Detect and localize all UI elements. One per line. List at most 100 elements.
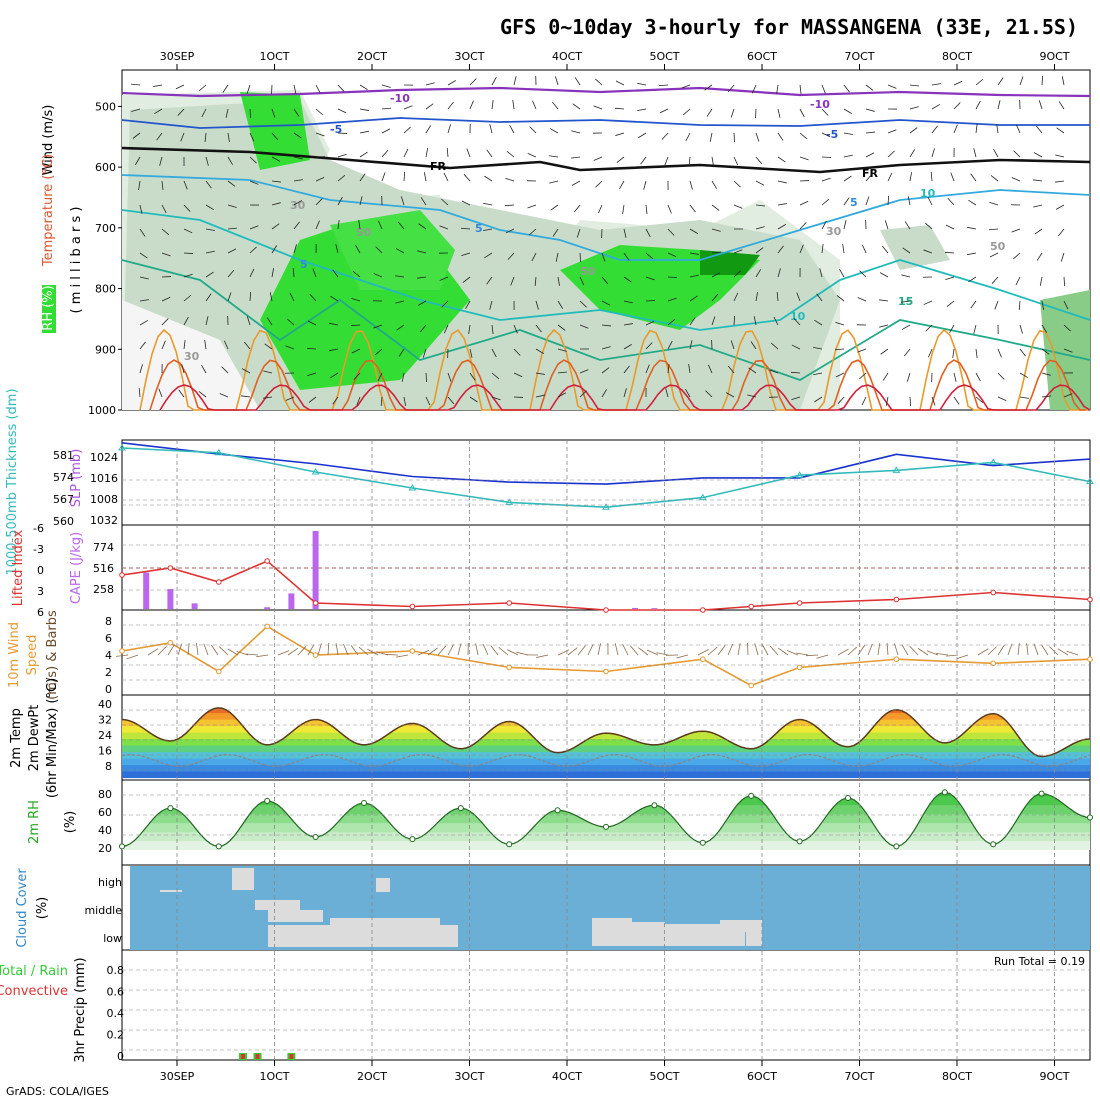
wind-barb [381, 172, 386, 182]
wind-barb [733, 315, 735, 326]
rh-band [122, 832, 1090, 842]
wind-barb [623, 365, 630, 374]
wind-barb [469, 396, 478, 403]
wind-speed-series-marker [119, 648, 125, 654]
wind-barb [753, 316, 757, 326]
wind-barb [550, 204, 559, 211]
wind-barb [367, 648, 379, 656]
slp-series [121, 442, 1091, 485]
pressure-tick: 500 [95, 100, 116, 113]
wind-barb [337, 174, 346, 182]
wind-barb [861, 396, 867, 406]
wind-barb [249, 291, 252, 302]
cloud-block [630, 922, 665, 946]
wind-barb [857, 297, 867, 302]
rh-bands [122, 792, 1090, 850]
wind-barb [359, 173, 366, 182]
thickness-series-marker [1086, 477, 1094, 485]
rh-area [880, 225, 950, 270]
wind-barb [931, 125, 938, 134]
wind-barb [909, 84, 919, 87]
lifted-index-series-marker [748, 603, 755, 610]
cape-bar [191, 603, 198, 609]
wind-barb [884, 220, 889, 230]
temp-tick: 40 [98, 698, 112, 711]
wind-barb [246, 316, 251, 326]
wind-barb [881, 245, 889, 254]
wind-tick: 0 [105, 683, 112, 696]
wind-barb [667, 252, 677, 258]
wind-barb [335, 244, 339, 254]
cape-bar [651, 608, 658, 609]
wind-barb [711, 156, 714, 166]
wind-barb [931, 83, 941, 86]
wind-barb [587, 644, 594, 656]
cloud-block [376, 878, 390, 892]
wind-barb [645, 228, 651, 238]
wind-barb [315, 132, 325, 137]
wind-barb [227, 648, 239, 656]
wind-barb [777, 203, 787, 206]
wind-barb [1056, 127, 1065, 134]
wind-barb [682, 108, 691, 116]
wind-barb [707, 364, 713, 374]
wind-barb [536, 654, 549, 658]
wind-barb [1061, 76, 1065, 86]
wind-barb [887, 172, 893, 182]
wind-barb [457, 643, 462, 656]
wind-barb [630, 645, 639, 656]
wind-barb [205, 271, 214, 278]
wind-barb [403, 171, 406, 182]
contour-label: -10 [390, 92, 410, 105]
wind-barb [909, 149, 916, 158]
rh-marker [1038, 790, 1045, 797]
wind-barb [332, 396, 339, 405]
wind-barb [859, 372, 867, 380]
rh-marker [457, 805, 464, 812]
wind-barb [658, 84, 669, 87]
wind-barb [837, 648, 849, 656]
wind-barb [420, 197, 427, 206]
wind-barb [777, 132, 784, 141]
wind-barb [359, 151, 368, 158]
wind-barb [147, 648, 159, 656]
wind-barb [271, 245, 278, 254]
wind-barb [139, 320, 148, 326]
temp-band [122, 771, 1090, 779]
wind-barb [315, 220, 320, 230]
wind-barb [1041, 644, 1049, 656]
wind-barb [616, 156, 625, 163]
date-label-top: 6OCT [747, 50, 777, 63]
wind-barb [821, 84, 826, 94]
cloud-level-label: low [103, 932, 122, 945]
lifted-index-cape-panel: -6 -3 0 3 6 774 516 258 [33, 522, 1093, 619]
rh-marker [119, 843, 125, 850]
wind-barb [271, 268, 275, 278]
ylabel-wind-a: 10m Wind [7, 622, 22, 688]
wind-barb [557, 348, 567, 352]
wind-barb [555, 252, 559, 262]
wind-barb [769, 369, 779, 374]
cape-bar [312, 531, 319, 609]
wind-barb [989, 202, 999, 206]
thickness-series-marker [989, 458, 998, 465]
wind-barb [730, 340, 735, 350]
wind-barb [131, 83, 141, 86]
wind-barb [953, 124, 958, 134]
wind-barb [835, 322, 845, 326]
wind-barb [483, 202, 493, 206]
wind-barb [835, 372, 845, 378]
wind-barb [512, 100, 515, 110]
cape-bar [288, 593, 295, 609]
wind-barb [205, 228, 215, 231]
wind-barb [1041, 75, 1044, 86]
wind-barb [664, 156, 669, 166]
wind-barb [861, 244, 867, 254]
wind-barb [535, 300, 539, 310]
wind-barb [1019, 348, 1026, 357]
cloud-block [255, 900, 300, 910]
wind-barb [139, 204, 143, 214]
wind-barb [486, 149, 493, 158]
wind-barb [204, 132, 207, 142]
wind-barb [837, 396, 845, 404]
